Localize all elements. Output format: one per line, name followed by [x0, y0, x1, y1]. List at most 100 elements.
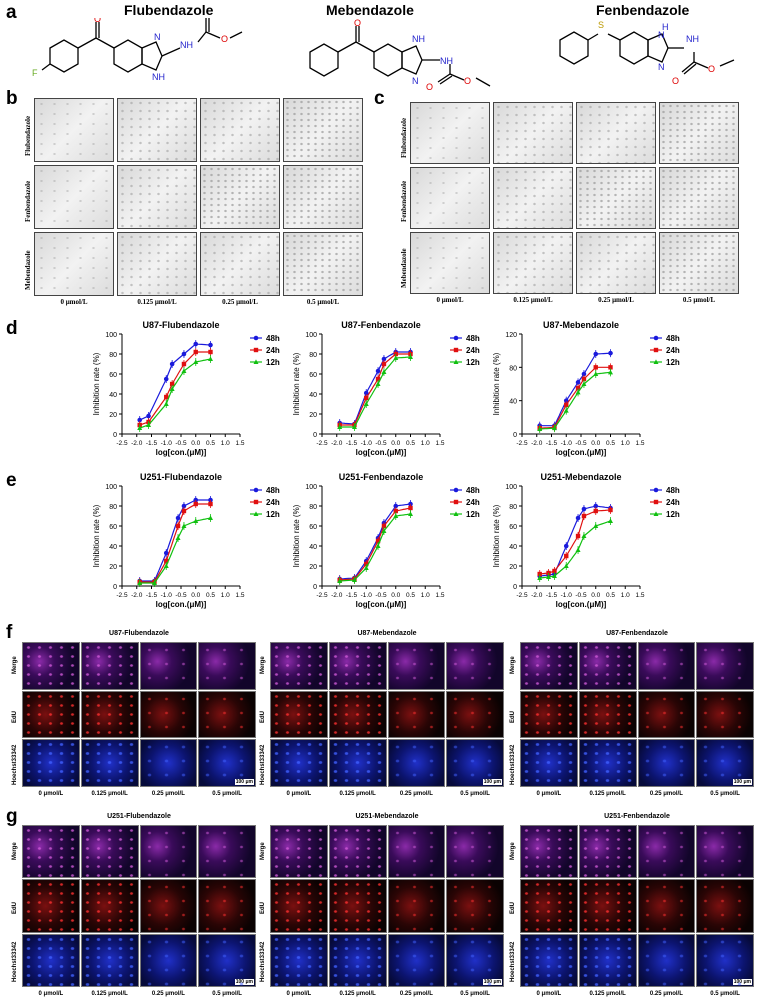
- atom-o: O: [672, 76, 679, 86]
- col-label: 0.125 μmol/L: [513, 296, 553, 304]
- fluorescence-image: 100 μm: [198, 739, 256, 787]
- series-line-24h: [139, 351, 211, 426]
- fluorescence-row-label: Hoechst33342: [260, 941, 266, 983]
- atom-o: O: [221, 34, 228, 44]
- legend-marker: [453, 335, 459, 341]
- x-tick-label: -2.0: [131, 440, 143, 447]
- x-tick-label: -1.0: [561, 592, 573, 599]
- data-point: [164, 394, 169, 400]
- legend-label: 12h: [466, 358, 480, 367]
- legend-marker: [653, 335, 659, 341]
- x-tick-label: -0.5: [575, 440, 587, 447]
- x-tick-label: 0.0: [191, 440, 200, 447]
- fluorescence-col-label: 0.5 μmol/L: [212, 791, 242, 797]
- micrograph: [659, 102, 739, 164]
- series-line-12h: [339, 513, 411, 582]
- drug-name-mebendazole: Mebendazole: [326, 2, 414, 18]
- panel-label-g: g: [6, 806, 18, 827]
- legend-marker: [253, 347, 259, 353]
- fluorescence-row-label: Merge: [510, 656, 516, 674]
- series-line-24h: [539, 366, 611, 429]
- fluorescence-image: [387, 690, 446, 739]
- micrograph: [117, 98, 197, 162]
- data-point: [593, 351, 599, 357]
- micrograph: [576, 232, 656, 294]
- data-point: [208, 501, 213, 507]
- data-point: [537, 426, 543, 431]
- x-tick-label: -2.0: [331, 592, 343, 599]
- legend-marker: [453, 347, 459, 353]
- y-axis-label: Inhibition rate (%): [292, 504, 301, 567]
- chart-title: U251-Flubendazole: [140, 472, 222, 482]
- fluorescence-image: [22, 642, 80, 690]
- data-point: [363, 565, 369, 570]
- data-point: [375, 538, 381, 544]
- col-label: 0.25 μmol/L: [222, 298, 258, 306]
- fluorescence-image: [637, 642, 696, 690]
- legend-label: 24h: [466, 346, 480, 355]
- fluorescence-image: [387, 825, 446, 879]
- data-point: [163, 563, 169, 568]
- y-tick-label: 80: [309, 504, 317, 511]
- fluorescence-col-label: 0.25 μmol/L: [151, 791, 185, 797]
- drug-name-fenbendazole: Fenbendazole: [596, 2, 690, 18]
- fluorescence-image: [80, 690, 139, 739]
- col-label: 0.125 μmol/L: [137, 298, 177, 306]
- y-tick-label: 20: [109, 564, 117, 571]
- data-point: [175, 535, 181, 540]
- legend-marker: [253, 359, 259, 364]
- fluorescence-image: [578, 739, 637, 787]
- fluorescence-image: [328, 933, 387, 987]
- data-point: [593, 503, 599, 509]
- micrograph: [34, 165, 114, 229]
- fluorescence-image: [22, 739, 80, 787]
- data-point: [537, 575, 543, 580]
- micrograph: [410, 102, 490, 164]
- y-tick-label: 60: [309, 524, 317, 531]
- micrograph: [659, 232, 739, 294]
- data-point: [208, 356, 213, 361]
- fluorescence-col-label: 0.5 μmol/L: [710, 791, 740, 797]
- legend-marker: [253, 499, 259, 505]
- data-point: [408, 505, 413, 511]
- row-label: Flubendazole: [24, 115, 32, 156]
- atom-nh: NH: [412, 34, 425, 44]
- row-label: Flubendazole: [400, 117, 408, 158]
- legend-label: 24h: [466, 498, 480, 507]
- fluorescence-image: [520, 739, 578, 787]
- series-line-24h: [339, 353, 411, 426]
- data-point: [169, 386, 175, 391]
- atom-nh: NH: [180, 40, 193, 50]
- fluorescence-row-label: EdU: [12, 902, 18, 914]
- data-point: [169, 361, 175, 367]
- fluorescence-image: [270, 739, 328, 787]
- x-tick-label: -1.0: [161, 440, 173, 447]
- micrograph: [200, 165, 280, 229]
- fluorescence-image: [139, 825, 198, 879]
- data-point: [575, 380, 581, 385]
- x-tick-label: 0.5: [606, 592, 615, 599]
- y-tick-label: 20: [309, 412, 317, 419]
- fluorescence-image: [520, 825, 578, 879]
- data-point: [593, 508, 598, 514]
- atom-nh: NH: [152, 72, 165, 82]
- fluorescence-grid: 100 μm: [270, 825, 504, 987]
- fluorescence-image: 100 μm: [696, 739, 754, 787]
- x-tick-label: -0.5: [375, 440, 387, 447]
- data-point: [337, 578, 343, 583]
- data-point: [181, 523, 187, 528]
- fluorescence-image: [22, 825, 80, 879]
- legend-label: 24h: [266, 346, 280, 355]
- fluorescence-col-label: 0 μmol/L: [38, 991, 64, 997]
- data-point: [552, 568, 557, 574]
- x-tick-label: 1.0: [221, 440, 230, 447]
- fluorescence-image: [520, 690, 578, 739]
- x-tick-label: 0.0: [391, 592, 400, 599]
- chart-title: U87-Mebendazole: [543, 320, 619, 330]
- fluorescence-row-label: Merge: [510, 841, 516, 860]
- structure-fenbendazole: S H N N NH O O: [559, 20, 735, 86]
- fluorescence-image: [270, 825, 328, 879]
- data-point: [608, 518, 613, 523]
- fluorescence-image: 100 μm: [696, 933, 754, 987]
- data-point: [551, 573, 557, 578]
